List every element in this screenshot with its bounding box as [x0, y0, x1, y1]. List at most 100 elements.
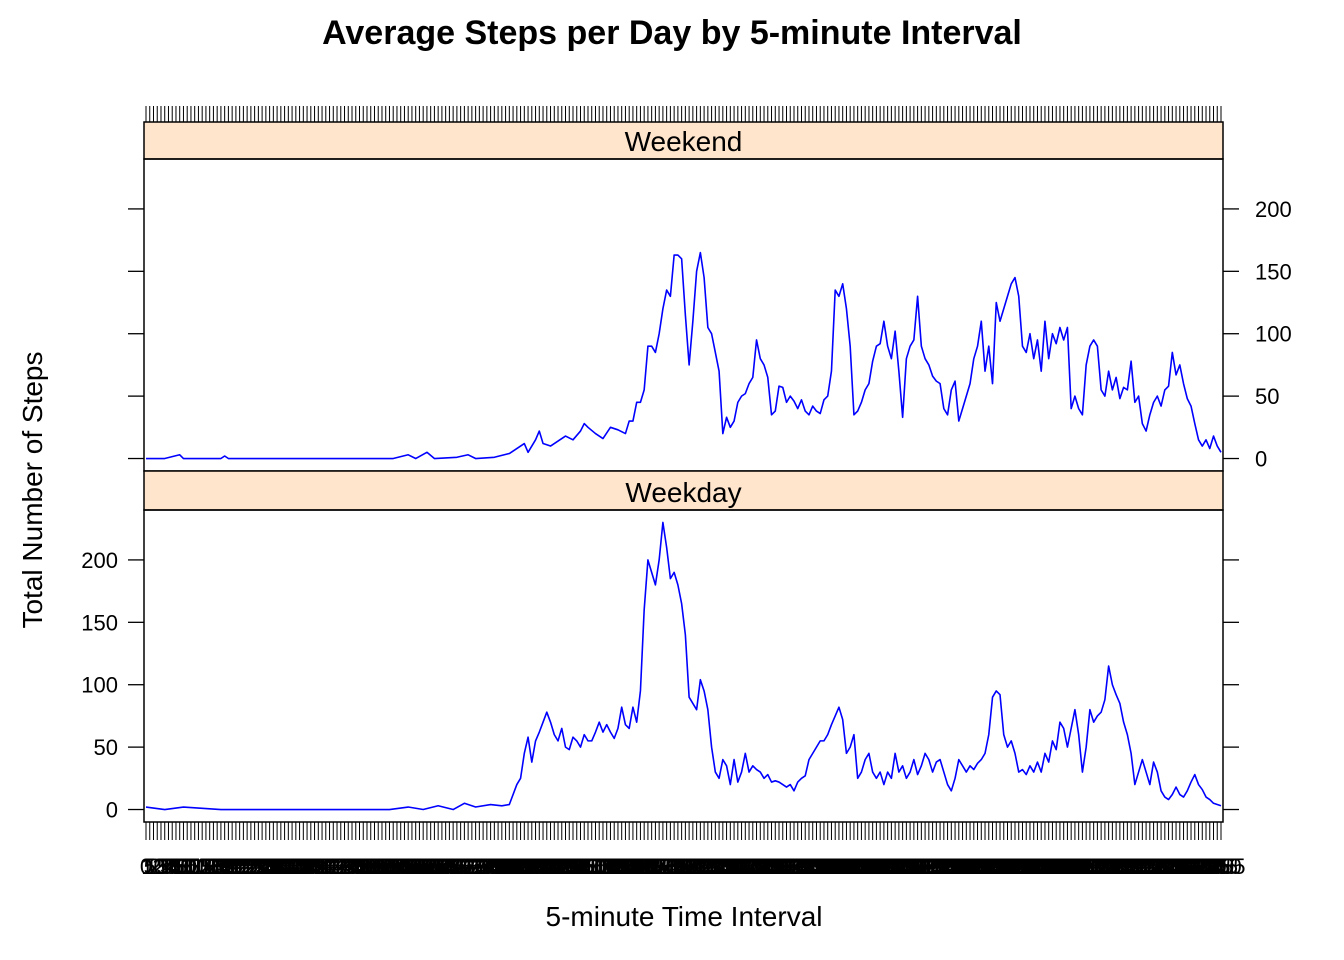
x-tick-label: 300: [262, 854, 299, 879]
y-tick-label: 200: [81, 548, 118, 573]
x-tick-label: 800: [487, 854, 524, 879]
x-tick-label: 835: [513, 854, 550, 879]
x-tick-label: 1835: [957, 854, 1006, 879]
x-tick-label: 130: [195, 854, 232, 879]
x-tick-label: 1750: [923, 854, 972, 879]
strip-label-weekend: Weekend: [625, 126, 743, 157]
x-tick-label: 1455: [792, 854, 841, 879]
x-tick-label: 200: [218, 854, 255, 879]
x-tick-label: 310: [270, 854, 307, 879]
x-tick-label: 1940: [1005, 854, 1054, 879]
x-tick-label: 2035: [1047, 854, 1096, 879]
x-tick-label: 315: [274, 854, 311, 879]
x-tick-label: 350: [300, 854, 337, 879]
x-tick-label: 1215: [672, 854, 721, 879]
x-tick-label: 1855: [972, 854, 1021, 879]
x-tick-label: 545: [386, 854, 423, 879]
x-tick-label: 840: [517, 854, 554, 879]
x-tick-label: 140: [203, 854, 240, 879]
x-tick-label: 440: [337, 854, 374, 879]
x-tick-label: 520: [367, 854, 404, 879]
x-tick-label: 510: [360, 854, 397, 879]
x-tick-label: 2325: [1174, 854, 1223, 879]
x-tick-label: 620: [412, 854, 449, 879]
x-tick-label: 205: [221, 854, 258, 879]
x-tick-label: 2030: [1043, 854, 1092, 879]
x-tick-label: 1320: [721, 854, 770, 879]
x-tick-label: 855: [528, 854, 565, 879]
x-tick-label: 240: [248, 854, 285, 879]
x-tick-label: 435: [334, 854, 371, 879]
x-tick-label: 1430: [773, 854, 822, 879]
x-tick-label: 1910: [983, 854, 1032, 879]
x-tick-label: 1815: [942, 854, 991, 879]
x-tick-label: 225: [236, 854, 273, 879]
series-line-weekday: [145, 521, 1222, 811]
x-tick-label: 1300: [706, 854, 755, 879]
x-tick-label: 2120: [1080, 854, 1129, 879]
x-tick-label: 2000: [1020, 854, 1069, 879]
x-tick-label: 535: [379, 854, 416, 879]
x-tick-label: 2150: [1103, 854, 1152, 879]
x-tick-label: 1350: [743, 854, 792, 879]
x-tick-label: 2015: [1032, 854, 1081, 879]
x-tick-label: 1845: [964, 854, 1013, 879]
x-tick-label: 805: [491, 854, 528, 879]
x-tick-label: 525: [371, 854, 408, 879]
x-tick-label: 2330: [1178, 854, 1227, 879]
x-tick-label: 725: [461, 854, 498, 879]
x-tick-label: 820: [502, 854, 539, 879]
x-tick-label: 1250: [698, 854, 747, 879]
x-tick-label: 255: [259, 854, 296, 879]
strip-label-weekday: Weekday: [625, 477, 741, 508]
x-tick-label: 1820: [946, 854, 995, 879]
x-tick-label: 1330: [728, 854, 777, 879]
x-tick-label: 430: [330, 854, 367, 879]
x-tick-label: 1515: [807, 854, 856, 879]
x-tick-label: 1655: [882, 854, 931, 879]
x-tick-label: 320: [277, 854, 314, 879]
x-tick-label: 2200: [1110, 854, 1159, 879]
x-tick-label: 335: [289, 854, 326, 879]
x-tick-label: 1340: [736, 854, 785, 879]
x-tick-labels: 0510152025303540455055100105110115120125…: [140, 854, 1246, 879]
x-tick-label: 2025: [1039, 854, 1088, 879]
x-tick-label: 405: [311, 854, 348, 879]
x-tick-label: 735: [468, 854, 505, 879]
x-tick-label: 550: [390, 854, 427, 879]
x-tick-label: 1040: [601, 854, 650, 879]
x-tick-label: 2340: [1185, 854, 1234, 879]
x-tick-label: 1725: [904, 854, 953, 879]
x-tick-label: 1205: [665, 854, 714, 879]
x-tick-label: 1230: [683, 854, 732, 879]
x-tick-label: 630: [420, 854, 457, 879]
x-tick-label: 1200: [661, 854, 710, 879]
x-tick-label: 1825: [949, 854, 998, 879]
x-tick-label: 1600: [841, 854, 890, 879]
x-tick-label: 1140: [647, 854, 694, 879]
x-tick-label: 745: [476, 854, 513, 879]
x-tick-label: 2020: [1035, 854, 1084, 879]
x-tick-label: 1540: [826, 854, 875, 879]
x-tick-label: 1625: [859, 854, 908, 879]
x-axis-title: 5-minute Time Interval: [546, 901, 823, 932]
x-tick-label: 1110: [625, 854, 671, 879]
x-tick-label: 645: [431, 854, 468, 879]
x-tick-label: 2205: [1114, 854, 1163, 879]
x-tick-label: 2230: [1133, 854, 1182, 879]
x-tick-label: 2105: [1069, 854, 1118, 879]
x-tick-label: 650: [435, 854, 472, 879]
x-tick-label: 1310: [713, 854, 762, 879]
x-tick-label: 1235: [687, 854, 736, 879]
x-tick-label: 2300: [1155, 854, 1204, 879]
x-tick-label: 2310: [1163, 854, 1212, 879]
chart-title: Average Steps per Day by 5-minute Interv…: [322, 14, 1022, 52]
x-tick-label: 1705: [889, 854, 938, 879]
x-tick-label: 950: [570, 854, 607, 879]
x-tick-label: 30: [156, 854, 180, 879]
x-tick-label: 825: [506, 854, 543, 879]
x-tick-label: 100: [173, 854, 210, 879]
x-tick-label: 1950: [1013, 854, 1062, 879]
x-tick-label: 1005: [575, 854, 624, 879]
x-tick-label: 2240: [1140, 854, 1189, 879]
